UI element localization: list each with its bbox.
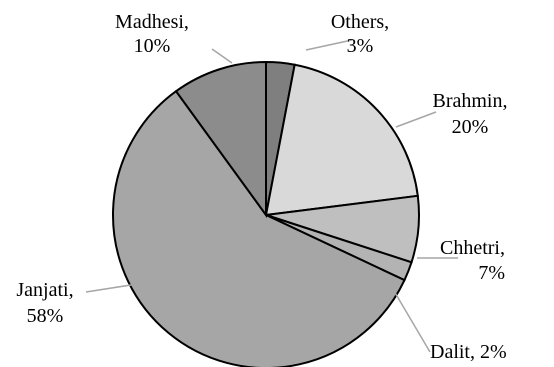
data-labels: Others,3% Brahmin, 20% Chhetri, 7% Dalit, 2% J… <box>16 11 507 363</box>
pie-slice-janjati <box>112 89 406 367</box>
pie-slice-madhesi <box>174 60 267 219</box>
data-label-madhesi-value: 10% <box>134 35 171 57</box>
leader-line-janjati <box>85 281 151 293</box>
data-label-madhesi-name: Madhesi, <box>115 11 189 33</box>
pie-slices <box>112 60 420 367</box>
data-label-brahmin-name: Brahmin, <box>433 90 508 112</box>
data-label-dalit-name: Dalit, 2% <box>430 341 507 363</box>
data-label-others-value: 3% <box>347 35 374 57</box>
pie-slice-brahmin <box>264 63 419 217</box>
data-label-janjati-name: Janjati, <box>16 279 73 301</box>
data-label-janjati-value: 58% <box>27 305 64 327</box>
leader-lines <box>85 39 458 353</box>
data-label-chhetri-value: 7% <box>478 262 505 284</box>
leader-line-madhesi <box>211 48 233 64</box>
data-label-brahmin-value: 20% <box>452 116 489 138</box>
data-label-others-name: Others, <box>331 11 389 33</box>
leader-line-dalit <box>393 290 431 353</box>
data-label-chhetri-name: Chhetri, <box>440 237 505 259</box>
leader-line-brahmin <box>395 111 437 128</box>
leader-line-others <box>305 39 353 51</box>
